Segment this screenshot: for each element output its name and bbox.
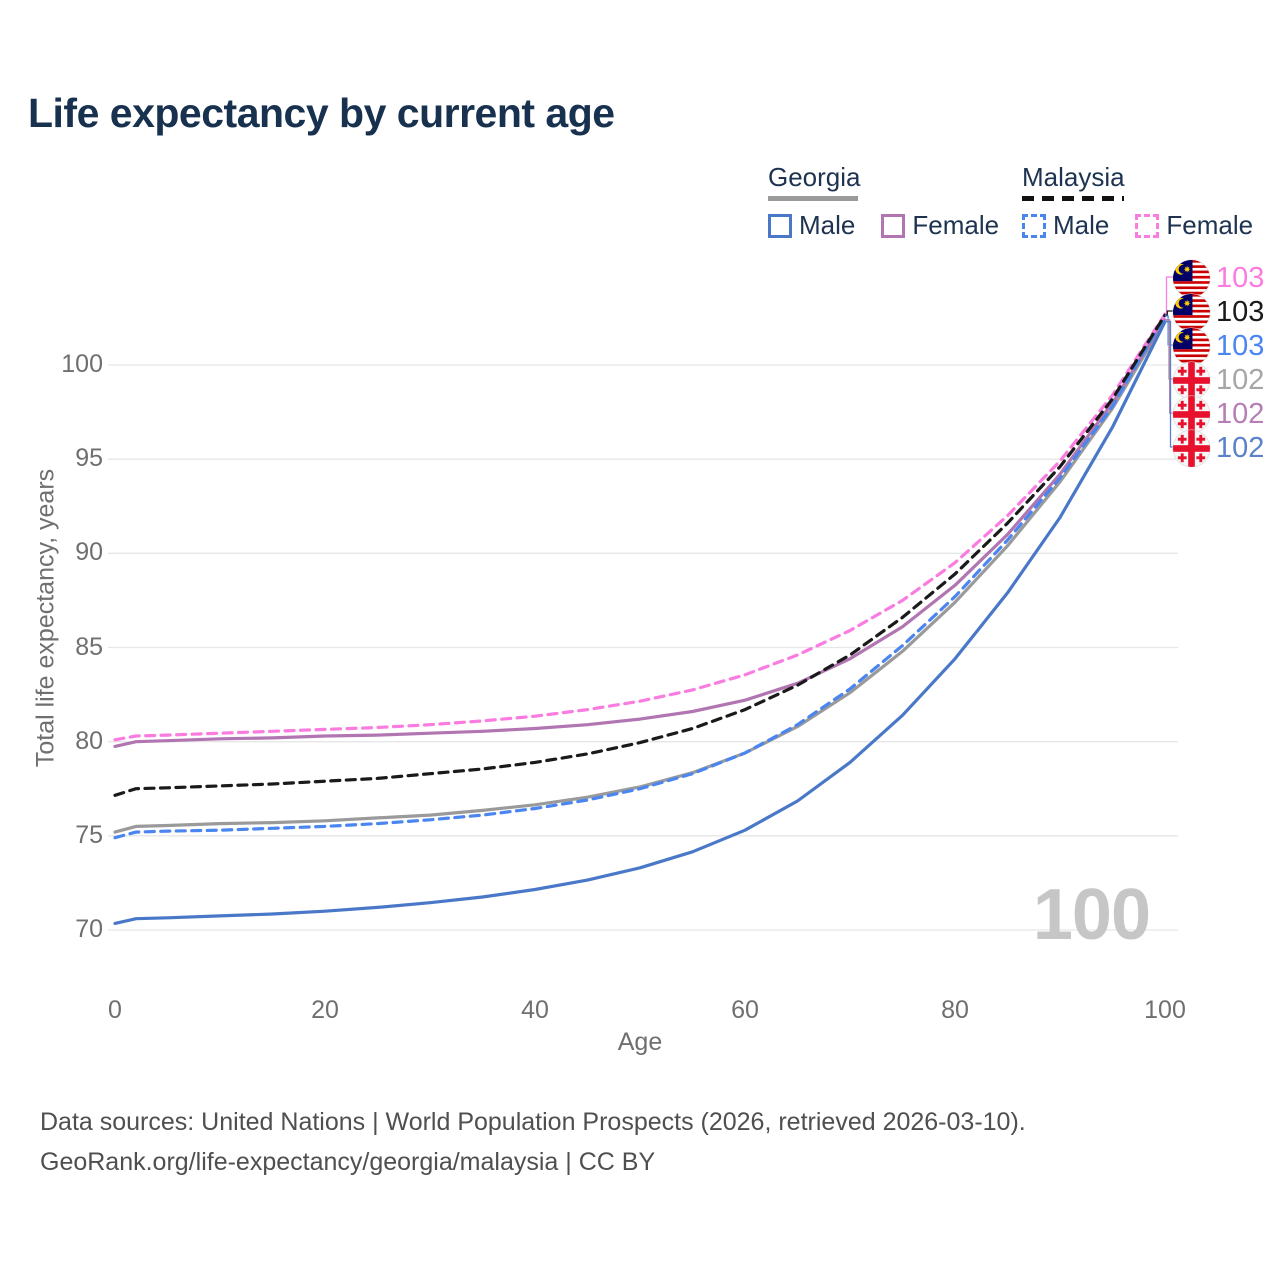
end-value-georgia-female: 102 (1216, 397, 1265, 430)
legend-group-georgia: Georgia Male Female (768, 162, 1025, 241)
x-tick-40: 40 (521, 996, 549, 1024)
legend-item-malaysia-female[interactable]: Female (1135, 210, 1253, 241)
georgia-male-swatch-icon (768, 213, 792, 238)
leader-line (1165, 321, 1174, 448)
x-tick-100: 100 (1144, 996, 1186, 1024)
end-label-georgia-female: 102 (1172, 394, 1264, 434)
leader-line (1165, 310, 1174, 316)
end-label-georgia-both: 102 (1172, 360, 1264, 400)
y-tick-90: 90 (75, 538, 103, 566)
legend-item-label: Female (912, 210, 1000, 240)
end-value-georgia-both: 102 (1216, 363, 1265, 396)
end-label-malaysia-female: 103 (1172, 258, 1264, 298)
x-tick-60: 60 (731, 996, 759, 1024)
legend-group-malaysia: Malaysia Male Female (1022, 162, 1279, 241)
series-line-georgia-female (113, 318, 1167, 749)
series-line-georgia-male (113, 320, 1167, 926)
georgia-flag-icon (1172, 429, 1211, 468)
end-label-malaysia-both: 103 (1172, 292, 1264, 332)
x-tick-80: 80 (941, 996, 969, 1024)
legend-item-label: Male (799, 210, 856, 240)
georgia-female-swatch-icon (881, 213, 906, 238)
legend-header-malaysia: Malaysia (1022, 162, 1125, 192)
footer-data-sources: Data sources: United Nations | World Pop… (40, 1108, 1026, 1136)
y-tick-70: 70 (75, 915, 103, 943)
legend-underline-georgia-solid (768, 196, 858, 201)
y-tick-95: 95 (75, 444, 103, 472)
x-tick-0: 0 (108, 996, 122, 1024)
legend-underline-malaysia-dashed (1022, 196, 1124, 201)
series-line-malaysia-both-sexes (113, 313, 1167, 797)
legend-item-malaysia-male[interactable]: Male (1022, 210, 1109, 241)
series-line-malaysia-female (113, 312, 1167, 742)
leader-line (1165, 320, 1174, 380)
end-label-malaysia-male: 103 (1172, 326, 1264, 366)
end-label-georgia-male: 102 (1172, 428, 1264, 468)
gridlines (108, 364, 1178, 931)
page-title: Life expectancy by current age (28, 90, 615, 136)
series-line-malaysia-male (113, 314, 1167, 840)
end-value-malaysia-female: 103 (1216, 261, 1265, 294)
x-axis-title: Age (617, 1028, 663, 1056)
y-axis-title: Total life expectancy, years (31, 468, 60, 768)
end-value-malaysia-both: 103 (1216, 295, 1265, 328)
legend-item-georgia-male[interactable]: Male (768, 210, 855, 241)
leader-line (1165, 276, 1174, 315)
y-tick-85: 85 (75, 633, 103, 661)
x-tick-20: 20 (311, 996, 339, 1024)
legend-header-georgia: Georgia (768, 162, 861, 192)
y-tick-100: 100 (61, 350, 103, 378)
legend-item-label: Female (1166, 210, 1254, 240)
y-tick-80: 80 (75, 727, 103, 755)
series-line-georgia-both-sexes (113, 319, 1167, 834)
end-value-georgia-male: 102 (1216, 431, 1265, 464)
legend-item-label: Male (1053, 210, 1110, 240)
malaysia-female-swatch-icon (1135, 213, 1160, 238)
watermark-100: 100 (1032, 875, 1151, 955)
malaysia-male-swatch-icon (1022, 213, 1046, 238)
legend-item-georgia-female[interactable]: Female (881, 210, 999, 241)
end-value-malaysia-male: 103 (1216, 329, 1265, 362)
leader-line (1165, 319, 1174, 414)
footer-attribution: GeoRank.org/life-expectancy/georgia/mala… (40, 1148, 656, 1176)
y-tick-75: 75 (75, 821, 103, 849)
